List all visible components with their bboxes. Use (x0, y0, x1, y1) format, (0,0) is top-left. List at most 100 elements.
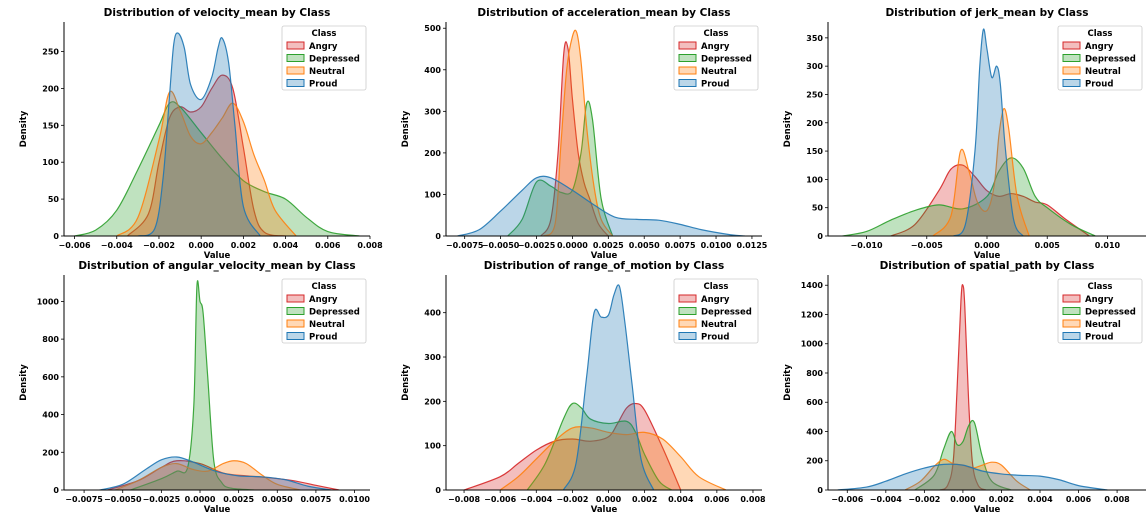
density-area-depressed (527, 403, 672, 490)
legend-label-depressed: Depressed (701, 55, 752, 65)
y-tick-label: 200 (42, 84, 59, 93)
chart-panel-4: −0.0075 −0.0050 −0.0025 0.0000 0.0025 0.0050 0… (19, 260, 370, 515)
y-axis-label: Density (783, 110, 793, 147)
legend-swatch-proud (678, 79, 697, 87)
density-area-proud (137, 32, 261, 236)
density-line-angry (463, 402, 682, 490)
x-tick-label: 0.0000 (185, 495, 216, 504)
legend-label-neutral: Neutral (701, 320, 737, 330)
legend-swatch-angry (286, 294, 305, 303)
x-tick-label: 0.008 (357, 241, 383, 250)
y-axis-label: Density (783, 364, 793, 401)
y-tick-label: 150 (42, 121, 59, 130)
density-area-angry (540, 41, 609, 236)
x-tick-label: 0.004 (1027, 495, 1053, 504)
density-line-neutral (543, 29, 614, 236)
density-line-proud (837, 463, 1108, 490)
density-line-neutral (499, 426, 727, 490)
y-tick-label: 100 (806, 175, 823, 184)
legend: Class Angry Depressed Neutral Proud (673, 278, 759, 344)
legend-label-depressed: Depressed (309, 308, 360, 318)
x-tick-label: −0.008 (448, 495, 480, 504)
legend-label-depressed: Depressed (701, 308, 752, 318)
chart-panel-5: −0.008 −0.006 −0.004 −0.002 0.000 0.002 0.004 0… (401, 260, 766, 515)
legend-label-proud: Proud (309, 80, 337, 90)
density-area-neutral (500, 426, 726, 490)
x-tick-label: −0.002 (556, 495, 588, 504)
density-line-depressed (130, 280, 255, 490)
density-line-angry (939, 284, 987, 490)
y-tick-label: 0 (817, 232, 823, 241)
density-line-neutral (114, 460, 301, 490)
x-axis-label: Value (974, 505, 1001, 515)
y-tick-label: 600 (42, 373, 59, 382)
x-tick-label: 0.008 (1104, 495, 1130, 504)
x-tick-label: −0.004 (520, 495, 552, 504)
legend-label-angry: Angry (1085, 295, 1114, 305)
legend-label-angry: Angry (309, 42, 338, 52)
density-area-proud (837, 464, 1108, 490)
y-tick-label: 50 (48, 195, 60, 204)
density-area-depressed (130, 280, 255, 490)
y-tick-label: 800 (42, 335, 59, 344)
legend: Class Angry Depressed Neutral Proud (673, 25, 759, 91)
x-tick-label: 0.004 (273, 241, 299, 250)
y-tick-label: 0 (817, 486, 823, 495)
series-group (463, 284, 727, 490)
x-tick-label: 0.010 (1095, 241, 1121, 250)
legend-label-neutral: Neutral (309, 320, 345, 330)
legend-swatch-proud (286, 79, 305, 87)
density-line-depressed (842, 157, 1096, 236)
density-line-proud (562, 284, 655, 490)
x-axis-label: Value (974, 251, 1001, 261)
legend-swatch-neutral (1062, 319, 1081, 328)
y-tick-label: 600 (806, 398, 823, 407)
density-area-angry (939, 284, 987, 490)
x-tick-label: −0.0075 (65, 495, 103, 504)
density-line-angry (540, 41, 609, 236)
x-tick-label: −0.0025 (143, 495, 181, 504)
chart-panel-6: −0.006 −0.004 −0.002 0.000 0.002 0.004 0.006 0.… (783, 260, 1146, 515)
density-area-proud (953, 29, 1024, 236)
x-tick-label: 0.0050 (629, 241, 660, 250)
y-tick-label: 350 (806, 34, 823, 43)
legend-title: Class (1087, 282, 1112, 292)
density-area-angry (464, 403, 681, 490)
legend-swatch-depressed (286, 307, 305, 315)
x-tick-label: −0.0075 (446, 241, 484, 250)
density-area-angry (890, 164, 1090, 236)
density-line-proud (952, 28, 1024, 236)
y-tick-label: 400 (42, 411, 59, 420)
x-tick-label: −0.005 (911, 241, 943, 250)
x-tick-label: 0.000 (189, 241, 215, 250)
legend-swatch-proud (286, 332, 305, 340)
legend-label-depressed: Depressed (1085, 55, 1136, 65)
y-tick-label: 500 (424, 24, 441, 33)
density-line-depressed (526, 402, 673, 490)
x-tick-label: −0.006 (831, 495, 863, 504)
y-axis-label: Density (401, 110, 411, 147)
density-line-proud (457, 175, 745, 236)
chart-title: Distribution of jerk_mean by Class (885, 7, 1088, 19)
y-tick-label: 100 (42, 158, 59, 167)
legend-swatch-depressed (678, 307, 697, 315)
legend-title: Class (703, 29, 728, 39)
legend-label-angry: Angry (701, 295, 730, 305)
y-tick-label: 1400 (801, 281, 824, 290)
series-group (842, 28, 1096, 236)
legend-swatch-depressed (678, 54, 697, 62)
x-tick-label: 0.004 (668, 495, 694, 504)
y-tick-label: 0 (435, 486, 441, 495)
legend-swatch-proud (1062, 79, 1081, 87)
legend: Class Angry Depressed Neutral Proud (1057, 278, 1143, 344)
x-tick-label: −0.0050 (482, 241, 520, 250)
x-tick-label: 0.000 (596, 495, 622, 504)
series-group (99, 280, 340, 490)
legend-swatch-depressed (286, 54, 305, 62)
density-area-proud (457, 176, 745, 236)
legend-swatch-neutral (1062, 66, 1081, 75)
legend-label-proud: Proud (1085, 333, 1113, 343)
chart-title: Distribution of range_of_motion by Class (484, 260, 724, 272)
density-area-neutral (543, 30, 613, 236)
y-tick-label: 1000 (37, 297, 60, 306)
